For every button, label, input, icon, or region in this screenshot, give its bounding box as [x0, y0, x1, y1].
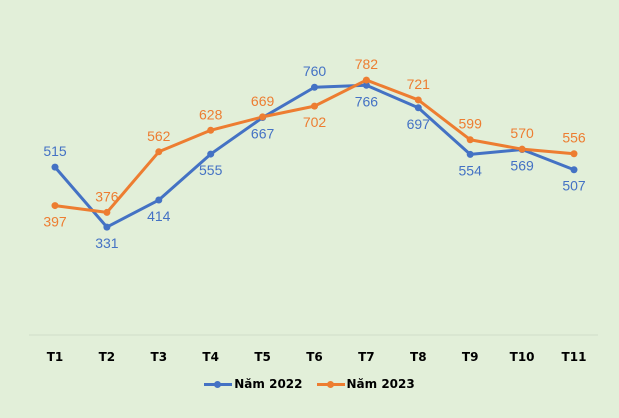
data-point	[362, 76, 370, 84]
x-tick-label: T2	[99, 350, 116, 364]
x-tick-label: T11	[562, 350, 587, 364]
x-tick-label: T1	[47, 350, 64, 364]
series-lines	[53, 78, 575, 229]
data-label: 628	[199, 106, 223, 122]
data-label: 331	[95, 235, 119, 251]
legend-swatch-2022	[204, 378, 233, 390]
data-label: 721	[407, 76, 431, 92]
data-point	[311, 102, 318, 110]
data-point	[570, 166, 578, 174]
data-label: 515	[43, 143, 67, 159]
data-point	[466, 150, 474, 158]
x-tick-label: T3	[151, 350, 168, 364]
data-point	[518, 145, 526, 153]
data-label: 507	[562, 178, 586, 194]
data-point	[207, 126, 215, 134]
data-label: 782	[355, 56, 379, 72]
data-point	[466, 136, 474, 144]
data-point	[362, 81, 370, 89]
data-label: 697	[407, 116, 431, 132]
data-label: 376	[95, 188, 119, 204]
data-point	[103, 223, 111, 231]
data-label: 555	[199, 162, 223, 178]
data-label: 414	[147, 208, 171, 224]
x-tick-label: T10	[510, 350, 535, 364]
legend-label-2023: Năm 2023	[346, 377, 415, 391]
legend-item-2022[interactable]: Năm 2022	[204, 377, 303, 391]
x-tick-label: T4	[202, 350, 219, 364]
x-tick-label: T8	[410, 350, 427, 364]
data-point	[570, 150, 578, 158]
data-labels: 515 331 414 555 667 760 766 697 554 569 507 397 376 5…	[43, 56, 586, 251]
data-label: 669	[251, 93, 275, 109]
data-label: 766	[355, 93, 379, 109]
legend-item-2023[interactable]: Năm 2023	[316, 377, 415, 391]
data-label: 702	[303, 114, 327, 130]
data-label: 397	[43, 214, 67, 230]
legend-swatch-2023	[316, 378, 345, 390]
data-point	[207, 150, 215, 158]
x-tick-label: T9	[462, 350, 479, 364]
x-tick-label: T6	[306, 350, 323, 364]
series-points	[51, 76, 578, 231]
data-point	[103, 208, 111, 216]
data-point	[51, 163, 59, 171]
legend: Năm 2022 Năm 2023	[0, 377, 619, 391]
data-label: 570	[510, 125, 534, 141]
data-point	[155, 196, 163, 204]
data-point	[414, 104, 422, 112]
data-point	[414, 96, 422, 104]
data-label: 556	[562, 130, 586, 146]
data-point	[51, 202, 59, 210]
data-label: 569	[510, 158, 534, 174]
legend-label-2022: Năm 2022	[234, 377, 303, 391]
data-point	[155, 148, 163, 156]
data-label: 760	[303, 63, 327, 79]
series-line-2023	[54, 78, 575, 214]
data-label: 562	[147, 128, 171, 144]
data-label: 599	[459, 116, 483, 132]
data-label: 667	[251, 126, 275, 142]
x-axis-ticks: T1 T2 T3 T4 T5 T6 T7 T8 T9 T10 T11	[47, 350, 587, 364]
data-point	[311, 83, 318, 91]
data-label: 554	[459, 162, 483, 178]
x-tick-label: T5	[254, 350, 271, 364]
x-tick-label: T7	[358, 350, 375, 364]
data-point	[259, 113, 267, 121]
